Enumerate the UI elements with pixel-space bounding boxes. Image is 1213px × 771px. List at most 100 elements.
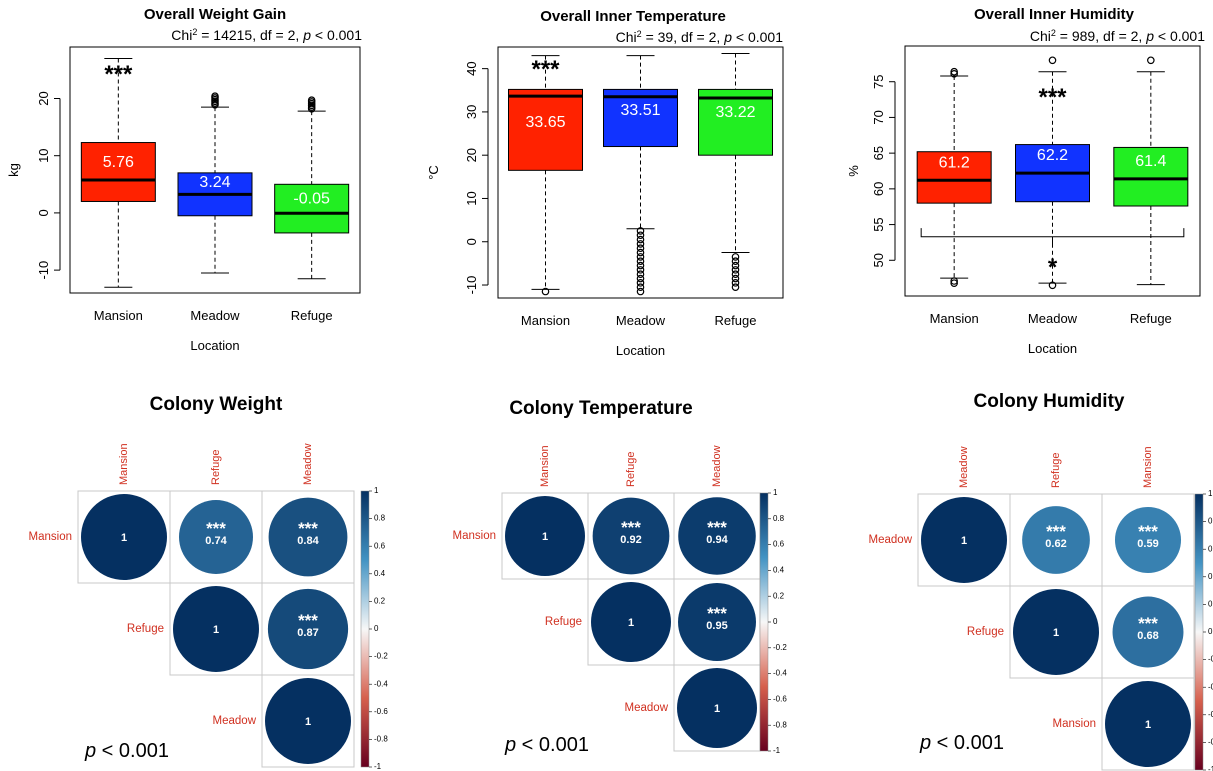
box-mansion: 5.76 xyxy=(80,57,156,288)
colorbar-tick-label: 0.2 xyxy=(374,597,386,606)
outlier-point xyxy=(636,266,645,274)
y-axis-label: °C xyxy=(426,165,441,180)
colorbar-tick-label: 0.8 xyxy=(1208,517,1213,526)
correlation-value: 1 xyxy=(1145,719,1151,731)
significance-mark: *** xyxy=(1138,522,1158,541)
correlation-circle xyxy=(81,494,167,580)
box-refuge: 61.4 xyxy=(1113,56,1189,286)
y-tick-label: 40 xyxy=(464,61,479,75)
outlier-point xyxy=(636,283,645,291)
colorbar-tick-label: 0.2 xyxy=(1208,600,1213,609)
box-mansion: 61.2 xyxy=(916,67,992,287)
colorbar-tick-label: 0.6 xyxy=(773,540,785,549)
median-label: 62.2 xyxy=(1037,147,1068,164)
column-label: Refuge xyxy=(625,452,637,487)
colorbar-tick-label: 0.8 xyxy=(773,514,785,523)
correlogram-panel-2: Colony Humidity Meadow Refuge Mansion Meadow… xyxy=(869,391,1213,771)
stat-chi: Chi xyxy=(171,27,192,43)
significance-mark: *** xyxy=(707,604,727,623)
stat-chi: Chi xyxy=(616,29,637,45)
median-label: 33.65 xyxy=(525,114,565,131)
outlier-point xyxy=(636,287,645,296)
p-symbol: p xyxy=(84,740,96,762)
outlier-point xyxy=(950,277,958,285)
correlation-value: 1 xyxy=(121,532,127,544)
correlation-value: 1 xyxy=(1053,627,1059,639)
x-tick-label: Refuge xyxy=(291,308,333,323)
column-label: Mansion xyxy=(118,443,130,485)
colorbar-tick-label: -0.4 xyxy=(374,679,388,688)
column-label: Mansion xyxy=(1142,446,1154,488)
outlier-point xyxy=(950,67,958,76)
y-tick-label: 70 xyxy=(871,110,886,124)
outlier-point xyxy=(636,240,645,248)
correlation-circle xyxy=(505,496,585,576)
colorbar-tick-label: 0 xyxy=(773,617,778,626)
y-tick-label: 50 xyxy=(871,253,886,267)
stat-annotation: Chi2 = 39, df = 2, p < 0.001 xyxy=(616,29,784,45)
box-body xyxy=(603,88,678,148)
stat-body: = 14215, df = 2, xyxy=(197,27,303,43)
row-label: Mansion xyxy=(1053,718,1096,730)
column-label: Meadow xyxy=(958,446,970,488)
significance-mark: *** xyxy=(621,518,641,537)
y-tick-label: 65 xyxy=(871,146,886,160)
colorbar-tick-label: -0.2 xyxy=(773,643,787,652)
correlation-circle xyxy=(678,497,756,575)
outlier-point xyxy=(307,96,316,105)
box-body xyxy=(1113,146,1189,207)
box-body xyxy=(698,88,773,156)
colorbar-tick-label: 0.4 xyxy=(374,569,386,578)
stat-body: = 989, df = 2, xyxy=(1056,28,1146,44)
x-tick-label: Mansion xyxy=(521,313,570,328)
row-label: Refuge xyxy=(967,626,1004,638)
correlation-circle xyxy=(1105,681,1191,767)
outlier-point xyxy=(731,253,740,261)
x-tick-label: Meadow xyxy=(616,313,666,328)
colorbar-tick-label: 0.2 xyxy=(773,591,785,600)
colorbar-tick-label: -1 xyxy=(1208,765,1213,771)
y-tick-label: 20 xyxy=(464,148,479,162)
y-axis-label: % xyxy=(846,165,861,177)
significance-mark: *** xyxy=(104,61,133,88)
outlier-point xyxy=(636,248,645,257)
y-tick-label: 20 xyxy=(36,91,51,105)
correlation-value: 0.92 xyxy=(620,534,641,546)
box-body xyxy=(80,142,156,202)
outlier-point xyxy=(636,244,645,253)
colorbar-tick-label: -0.2 xyxy=(374,652,388,661)
p-threshold: < 0.001 xyxy=(516,734,589,756)
boxplot-panel-0: Overall Weight Gain Chi2 = 14215, df = 2,… xyxy=(6,6,362,353)
colorbar-tick-label: -0.4 xyxy=(773,669,787,678)
outlier-point xyxy=(541,287,550,296)
x-tick-label: Refuge xyxy=(715,313,757,328)
stat-p: p xyxy=(302,27,311,43)
outlier-point xyxy=(731,257,740,266)
x-tick-label: Mansion xyxy=(94,308,143,323)
correlation-circle xyxy=(921,497,1007,583)
p-symbol: p xyxy=(504,734,516,756)
colorbar-tick-label: 0.4 xyxy=(1208,572,1213,581)
p-value-label: p < 0.001 xyxy=(84,740,169,762)
row-label: Meadow xyxy=(869,534,913,546)
x-tick-label: Refuge xyxy=(1130,311,1172,326)
x-axis-label: Location xyxy=(1028,341,1077,356)
median-label: 61.2 xyxy=(939,154,970,171)
correlation-circle xyxy=(592,497,670,575)
box-mansion: 33.65 xyxy=(508,55,583,296)
outlier-point xyxy=(950,279,958,287)
colorbar-tick-label: 0 xyxy=(374,624,379,633)
chart-title: Overall Inner Humidity xyxy=(974,6,1135,23)
column-label: Meadow xyxy=(711,445,723,487)
column-label: Mansion xyxy=(539,445,551,487)
correlation-circle xyxy=(1114,506,1182,574)
row-label: Meadow xyxy=(213,715,257,727)
correlation-circle xyxy=(1013,589,1099,675)
correlation-value: 0.68 xyxy=(1137,630,1158,642)
chart-title: Colony Weight xyxy=(150,394,283,415)
colorbar-tick-label: -0.6 xyxy=(773,695,787,704)
x-tick-label: Meadow xyxy=(190,308,240,323)
correlation-value: 0.94 xyxy=(706,534,728,546)
correlogram-panel-1: Colony Temperature Mansion Refuge Meadow Man… xyxy=(453,398,788,756)
correlation-value: 1 xyxy=(961,535,967,547)
